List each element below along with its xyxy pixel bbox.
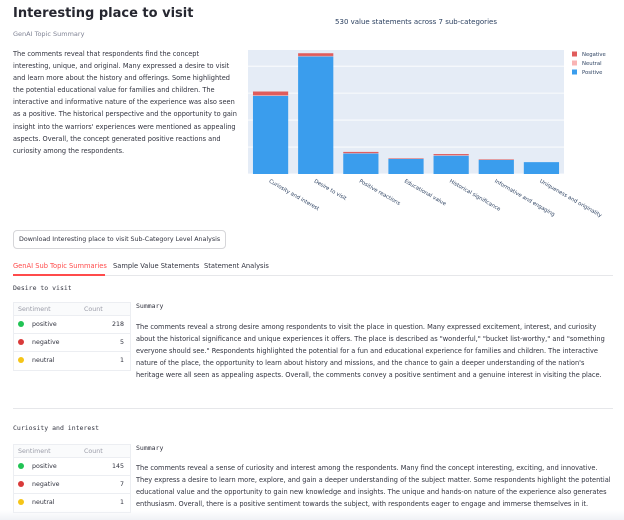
- count-column-header: Count: [84, 448, 103, 455]
- plot-background: [248, 50, 564, 174]
- neutral-dot-icon: [18, 356, 24, 363]
- sentiment-bar-chart: 530 value statements across 7 sub-catego…: [246, 10, 616, 225]
- sentiment-column-header: Sentiment: [18, 448, 51, 455]
- bottom-fade: [0, 510, 624, 520]
- bar-negative: [478, 159, 514, 160]
- sentiment-label: positive: [32, 463, 57, 470]
- legend-swatch: [572, 69, 577, 75]
- section-header-curiosity-and-interest: Curiosity and interest: [13, 424, 100, 432]
- sentiment-count: 5: [119, 339, 124, 346]
- positive-dot-icon: [18, 462, 24, 469]
- summary-label: Summary: [136, 444, 164, 452]
- table-header-row: Sentiment Count: [14, 303, 130, 316]
- bar-positive: [252, 95, 289, 174]
- bar-neutral: [252, 95, 289, 96]
- table-row: positive 218: [14, 316, 130, 334]
- table-row: negative 5: [14, 334, 130, 352]
- bar-positive: [433, 155, 469, 174]
- legend-label: Negative: [582, 52, 606, 58]
- sentiment-count: 7: [119, 481, 124, 488]
- table-header-row: Sentiment Count: [14, 445, 130, 458]
- sentiment-column-header: Sentiment: [18, 306, 51, 313]
- sentiment-count: 1: [119, 499, 124, 506]
- sentiment-count: 145: [111, 463, 124, 470]
- bar-positive: [523, 162, 560, 174]
- legend-swatch: [572, 60, 577, 66]
- section-header-desire-to-visit: Desire to visit: [13, 284, 72, 292]
- x-tick-label: Positive reactions: [358, 179, 401, 208]
- section-summary-text: The comments reveal a sense of curiosity…: [136, 464, 611, 509]
- sentiment-table: Sentiment Count positive 218 negative 5 …: [13, 302, 131, 371]
- section-summary-text: The comments reveal a strong desire amon…: [136, 323, 605, 380]
- tab-statement-analysis[interactable]: Statement Analysis: [204, 262, 269, 270]
- tab-sample-value-statements[interactable]: Sample Value Statements: [113, 262, 200, 270]
- sentiment-count: 1: [119, 357, 124, 364]
- sentiment-label: neutral: [32, 357, 55, 364]
- sentiment-count: 218: [111, 321, 124, 328]
- tab-bar: GenAI Sub Topic Summaries Sample Value S…: [13, 258, 613, 276]
- x-tick-label: Curiosity and interest: [268, 179, 320, 213]
- summary-label: Summary: [136, 302, 164, 310]
- bar-negative: [343, 151, 379, 153]
- x-tick-label: Desire to visit: [313, 179, 348, 202]
- table-row: neutral 1: [14, 494, 130, 512]
- bar-negative: [298, 53, 334, 56]
- sentiment-table: Sentiment Count positive 145 negative 7 …: [13, 444, 131, 513]
- count-column-header: Count: [84, 306, 103, 313]
- bar-negative: [388, 158, 424, 159]
- page-title: Interesting place to visit: [13, 6, 194, 21]
- table-row: neutral 1: [14, 352, 130, 370]
- bar-neutral: [433, 155, 469, 156]
- table-row: negative 7: [14, 476, 130, 494]
- table-row: positive 145: [14, 458, 130, 476]
- sentiment-label: negative: [32, 339, 60, 346]
- tab-genai-sub-topic-summaries[interactable]: GenAI Sub Topic Summaries: [13, 262, 107, 270]
- download-analysis-button[interactable]: Download Interesting place to visit Sub-…: [13, 230, 227, 249]
- bar-negative: [433, 154, 469, 156]
- bar-positive: [343, 153, 379, 174]
- chart-title: 530 value statements across 7 sub-catego…: [335, 18, 497, 26]
- neutral-dot-icon: [18, 498, 24, 505]
- sentiment-label: positive: [32, 321, 57, 328]
- negative-dot-icon: [18, 480, 24, 487]
- bar-negative: [252, 91, 289, 96]
- legend-swatch: [572, 51, 577, 57]
- sentiment-label: neutral: [32, 499, 55, 506]
- legend-label: Neutral: [582, 61, 602, 67]
- section-divider: [13, 408, 613, 409]
- sentiment-label: negative: [32, 481, 60, 488]
- x-tick-label: Educational value: [403, 179, 447, 208]
- bar-positive: [298, 56, 334, 174]
- chart-svg: 530 value statements across 7 sub-catego…: [248, 18, 606, 219]
- bar-neutral: [343, 152, 379, 154]
- page-caption: GenAI Topic Summary: [13, 30, 85, 38]
- bar-neutral: [298, 55, 334, 57]
- negative-dot-icon: [18, 338, 24, 345]
- bar-positive: [478, 159, 514, 174]
- active-tab-indicator: [13, 274, 105, 276]
- bar-positive: [388, 158, 424, 174]
- topic-summary-text: The comments reveal that respondents fin…: [13, 50, 237, 155]
- legend-label: Positive: [582, 70, 602, 76]
- positive-dot-icon: [18, 320, 24, 327]
